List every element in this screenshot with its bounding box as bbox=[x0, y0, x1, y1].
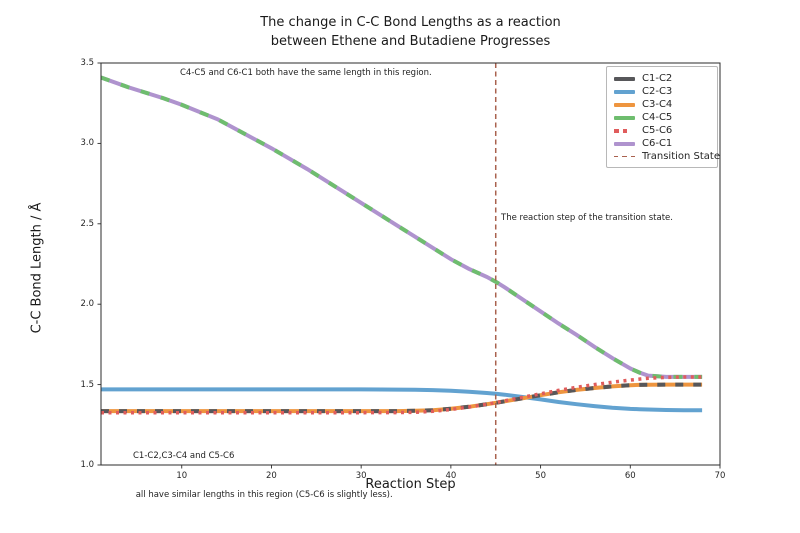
legend: C1-C2 C2-C3 C3-C4 C4-C5 C5-C6 C6-C1 Transition… bbox=[606, 66, 720, 168]
legend-entry-c3-c4: C3-C4 bbox=[614, 98, 710, 111]
annotation-similar-lengths-line2: all have similar lengths in this region … bbox=[133, 490, 393, 500]
legend-label: C6-C1 bbox=[642, 138, 673, 149]
legend-entry-c1-c2: C1-C2 bbox=[614, 72, 710, 85]
series-line-c5-c6 bbox=[101, 375, 703, 415]
y-tick-label: 1.5 bbox=[80, 379, 94, 390]
legend-label: Transition State bbox=[642, 151, 721, 162]
chart-title-line2: between Ethene and Butadiene Progresses bbox=[270, 34, 551, 49]
dashed-line-swatch-icon bbox=[614, 155, 635, 158]
legend-label: C3-C4 bbox=[642, 99, 673, 110]
solid-line-swatch-icon bbox=[614, 141, 635, 146]
annotation-similar-lengths: C1-C2,C3-C4 and C5-C6 all have similar l… bbox=[133, 424, 393, 528]
annotation-similar-lengths-line1: C1-C2,C3-C4 and C5-C6 bbox=[133, 451, 235, 461]
y-tick-label: 3.5 bbox=[80, 58, 94, 68]
legend-label: C5-C6 bbox=[642, 125, 673, 136]
series-line-c1-c2 bbox=[101, 382, 703, 414]
y-tick-label: 1.0 bbox=[80, 460, 94, 470]
legend-label: C1-C2 bbox=[642, 73, 673, 84]
axes-frame bbox=[100, 62, 721, 466]
x-tick-label: 20 bbox=[266, 471, 277, 481]
legend-entry-transition-state: Transition State bbox=[614, 150, 720, 163]
x-tick-label: 70 bbox=[714, 471, 726, 481]
legend-entry-c6-c1: C6-C1 bbox=[614, 137, 710, 150]
annotation-same-length-region: C4-C5 and C6-C1 both have the same lengt… bbox=[180, 68, 432, 78]
y-tick-label: 2.5 bbox=[80, 218, 94, 229]
y-tick-label: 3.0 bbox=[80, 138, 94, 149]
solid-line-swatch-icon bbox=[614, 89, 635, 94]
dotted-line-swatch-icon bbox=[614, 128, 635, 133]
solid-line-swatch-icon bbox=[614, 102, 635, 107]
x-tick-label: 60 bbox=[624, 471, 636, 481]
legend-entry-c5-c6: C5-C6 bbox=[614, 124, 710, 137]
legend-label: C2-C3 bbox=[642, 86, 673, 97]
y-tick-label: 2.0 bbox=[80, 299, 94, 310]
legend-entry-c2-c3: C2-C3 bbox=[614, 85, 710, 98]
x-axis-label: Reaction Step bbox=[365, 477, 456, 492]
chart-title-line1: The change in C-C Bond Lengths as a reac… bbox=[260, 15, 561, 30]
chart-title: The change in C-C Bond Lengths as a reac… bbox=[101, 13, 720, 51]
x-tick-label: 10 bbox=[176, 471, 188, 481]
series-lines bbox=[101, 75, 703, 415]
solid-line-swatch-icon bbox=[614, 76, 635, 81]
solid-line-swatch-icon bbox=[614, 115, 635, 120]
legend-entry-c4-c5: C4-C5 bbox=[614, 111, 710, 124]
series-line-c4-c5 bbox=[101, 75, 703, 379]
x-tick-label: 50 bbox=[535, 471, 546, 481]
x-tick-label: 30 bbox=[355, 471, 367, 481]
x-tick-label: 40 bbox=[445, 471, 457, 481]
annotation-transition-step: The reaction step of the transition stat… bbox=[501, 213, 673, 223]
series-line-c2-c3 bbox=[101, 387, 703, 413]
legend-label: C4-C5 bbox=[642, 112, 673, 123]
